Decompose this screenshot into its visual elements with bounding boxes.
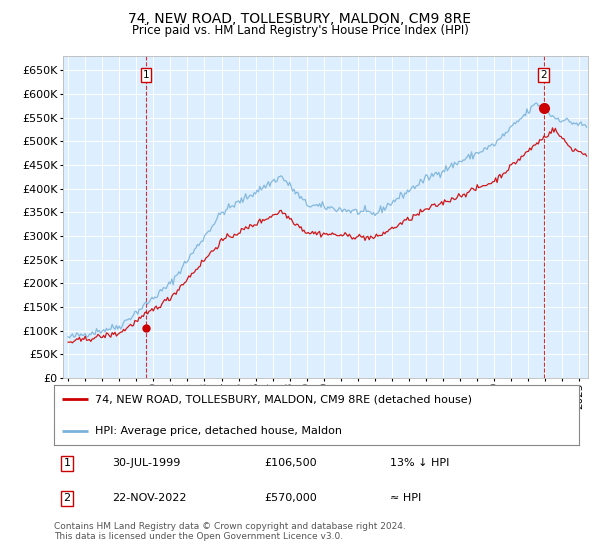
Text: 74, NEW ROAD, TOLLESBURY, MALDON, CM9 8RE: 74, NEW ROAD, TOLLESBURY, MALDON, CM9 8R…: [128, 12, 472, 26]
Text: 2: 2: [541, 71, 547, 80]
Text: 30-JUL-1999: 30-JUL-1999: [112, 459, 180, 468]
Text: 2: 2: [64, 493, 71, 503]
Text: 1: 1: [143, 71, 149, 80]
Text: 74, NEW ROAD, TOLLESBURY, MALDON, CM9 8RE (detached house): 74, NEW ROAD, TOLLESBURY, MALDON, CM9 8R…: [95, 394, 472, 404]
Text: Price paid vs. HM Land Registry's House Price Index (HPI): Price paid vs. HM Land Registry's House …: [131, 24, 469, 36]
Text: 22-NOV-2022: 22-NOV-2022: [112, 493, 186, 503]
Text: 1: 1: [64, 459, 71, 468]
Text: Contains HM Land Registry data © Crown copyright and database right 2024.
This d: Contains HM Land Registry data © Crown c…: [54, 522, 406, 542]
Text: £570,000: £570,000: [264, 493, 317, 503]
Text: 13% ↓ HPI: 13% ↓ HPI: [390, 459, 449, 468]
Text: ≈ HPI: ≈ HPI: [390, 493, 421, 503]
Text: HPI: Average price, detached house, Maldon: HPI: Average price, detached house, Mald…: [95, 426, 342, 436]
Text: £106,500: £106,500: [264, 459, 317, 468]
